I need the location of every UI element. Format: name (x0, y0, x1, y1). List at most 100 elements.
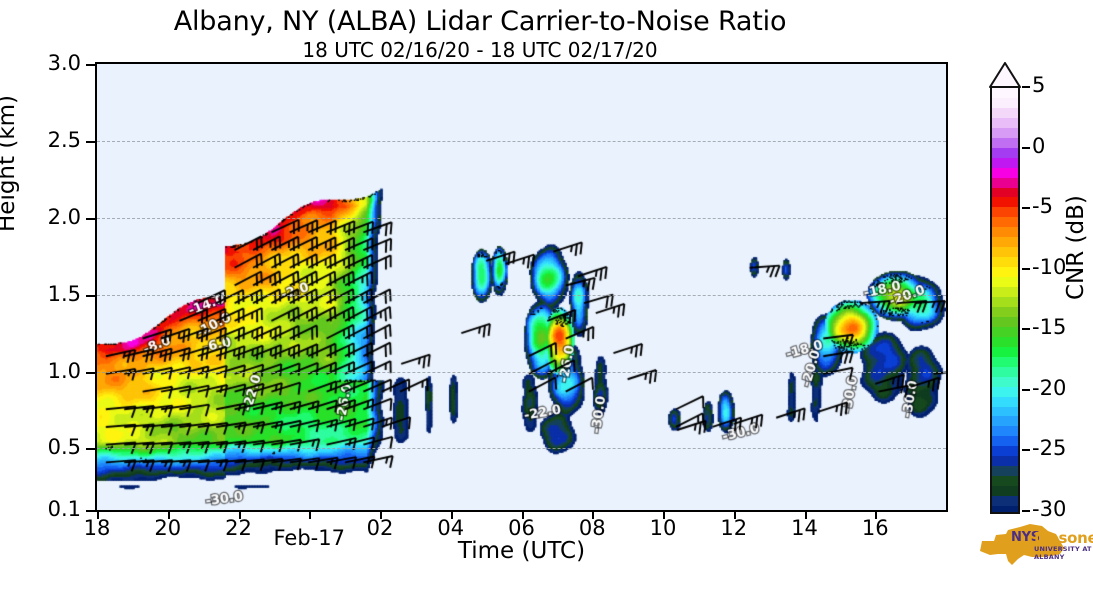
x-tick (875, 510, 878, 519)
colorbar-tick-label: -10 (1032, 254, 1067, 279)
x-tick (521, 510, 524, 519)
y-tick (86, 371, 95, 374)
colorbar-band (992, 137, 1018, 148)
y-axis-label: Height (km) (0, 94, 20, 232)
logo-nys-text: NYS (1011, 530, 1040, 545)
colorbar-band (992, 297, 1018, 307)
x-tick-label: 16 (861, 516, 889, 540)
colorbar-band (992, 107, 1018, 118)
colorbar-gradient (990, 86, 1020, 514)
colorbar-band (992, 167, 1018, 178)
colorbar-band (992, 187, 1018, 198)
page-title: Albany, NY (ALBA) Lidar Carrier-to-Noise… (173, 6, 787, 37)
colorbar-band (992, 117, 1018, 128)
x-tick (380, 510, 382, 519)
y-tick-label: 2.5 (47, 127, 81, 152)
x-tick (309, 510, 312, 519)
x-tick-label: 08 (578, 516, 606, 540)
y-tick-label: 3.0 (47, 51, 81, 75)
y-tick (86, 140, 95, 143)
x-tick (167, 510, 170, 519)
colorbar-band (992, 496, 1018, 507)
cnr-heatmap-canvas (97, 64, 946, 510)
y-tick (86, 510, 95, 512)
colorbar-band (992, 326, 1018, 337)
colorbar-tick (1022, 388, 1030, 391)
colorbar-band (992, 97, 1018, 108)
colorbar (988, 62, 1022, 514)
colorbar-band (992, 227, 1018, 238)
colorbar-tick (1022, 146, 1030, 149)
colorbar-band (992, 177, 1018, 188)
y-tick-label: 0.1 (47, 497, 81, 521)
colorbar-band (992, 506, 1018, 512)
colorbar-band (992, 287, 1018, 298)
y-tick-label: 1.0 (47, 358, 81, 383)
colorbar-band (992, 316, 1018, 327)
colorbar-tick (1022, 328, 1030, 331)
colorbar-title: CNR (dB) (1063, 195, 1089, 300)
colorbar-band (992, 466, 1018, 477)
y-tick (86, 448, 95, 451)
x-tick (450, 510, 453, 519)
colorbar-tick-label: -5 (1032, 194, 1053, 219)
colorbar-band (992, 257, 1018, 268)
nys-mesonet-logo (980, 524, 1064, 565)
colorbar-tick (1022, 267, 1030, 270)
y-tick-label: 0.5 (47, 435, 81, 460)
colorbar-tick (1022, 510, 1030, 512)
y-tick-label: 2.0 (47, 204, 81, 229)
colorbar-tick (1022, 86, 1030, 88)
gridline (97, 371, 946, 373)
page-subtitle: 18 UTC 02/16/20 - 18 UTC 02/17/20 (302, 38, 658, 62)
colorbar-band (992, 336, 1018, 347)
colorbar-band (992, 386, 1018, 397)
x-tick (97, 510, 99, 519)
x-tick-label: Feb-17 (273, 526, 345, 550)
y-tick (86, 64, 95, 66)
colorbar-band (992, 446, 1018, 457)
x-tick-label: 12 (720, 516, 748, 540)
colorbar-band (992, 237, 1018, 248)
colorbar-band (992, 406, 1018, 417)
x-tick-label: 04 (437, 516, 465, 540)
colorbar-band (992, 366, 1018, 377)
gridline (97, 217, 946, 219)
logo-mesonet-text: Mesonet (1034, 529, 1093, 547)
y-tick (86, 217, 95, 220)
plot-area (95, 62, 948, 512)
x-tick-label: 18 (83, 516, 111, 540)
colorbar-band (992, 396, 1018, 407)
gridline (97, 294, 946, 296)
colorbar-band (992, 416, 1018, 427)
colorbar-tick-label: 0 (1032, 133, 1046, 158)
logo-tagline-text: UNIVERSITY AT ALBANY (1034, 545, 1092, 561)
colorbar-tick-label: -20 (1032, 375, 1067, 400)
colorbar-band (992, 267, 1018, 278)
colorbar-band (992, 217, 1018, 228)
colorbar-tick-label: -15 (1032, 315, 1067, 340)
gridline (97, 448, 946, 450)
x-tick-label: 22 (225, 516, 252, 540)
colorbar-band (992, 207, 1018, 218)
colorbar-band (992, 346, 1018, 357)
x-tick-label: 20 (154, 516, 182, 540)
x-tick-label: 10 (649, 516, 677, 540)
colorbar-band (992, 426, 1018, 437)
colorbar-tick-label: -25 (1032, 436, 1067, 461)
colorbar-band (992, 157, 1018, 168)
x-tick (733, 510, 736, 519)
gridline (97, 140, 946, 142)
colorbar-band (992, 306, 1018, 317)
colorbar-extend-arrow-icon (989, 62, 1021, 88)
colorbar-tick-label: 5 (1032, 73, 1046, 97)
colorbar-band (992, 88, 1018, 98)
new-york-state-shape-icon (980, 524, 1064, 565)
colorbar-band (992, 356, 1018, 367)
x-tick (663, 510, 665, 519)
x-tick (592, 510, 595, 519)
y-tick-label: 1.5 (47, 281, 81, 306)
colorbar-band (992, 127, 1018, 138)
y-tick (86, 294, 95, 297)
colorbar-band (992, 486, 1018, 497)
